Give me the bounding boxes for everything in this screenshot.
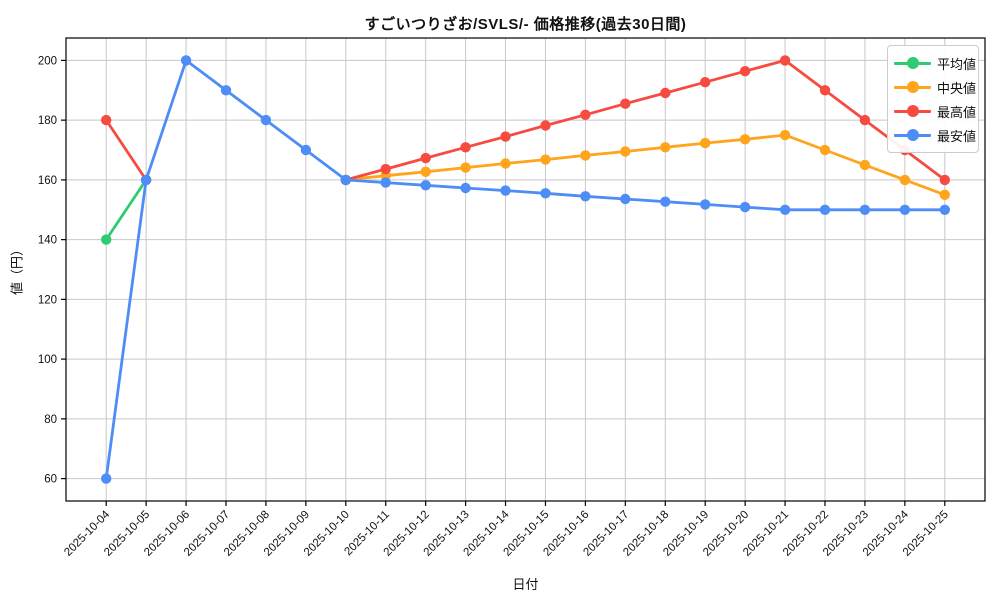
- series-point-highest: [859, 114, 871, 126]
- series-point-highest: [739, 66, 751, 77]
- series-point-lowest: [620, 193, 631, 205]
- series-point-lowest: [380, 177, 391, 188]
- y-tick-label: 160: [38, 175, 57, 187]
- legend-label-lowest: 最安値: [937, 128, 977, 144]
- series-point-median: [460, 162, 471, 173]
- series-point-lowest: [899, 204, 911, 215]
- series-point-lowest: [700, 199, 711, 210]
- series-point-median: [540, 154, 551, 165]
- series-point-lowest: [460, 182, 471, 194]
- legend-item-lowest: 最安値: [894, 123, 976, 147]
- series-point-lowest: [500, 185, 511, 196]
- x-axis-label: 日付: [512, 577, 539, 592]
- chart-title: すごいつりざお/SVLS/- 価格推移(過去30日間): [364, 16, 687, 33]
- series-point-highest: [660, 87, 671, 99]
- legend-label-median: 中央値: [937, 80, 977, 96]
- series-point-lowest: [180, 55, 192, 66]
- series-point-lowest: [260, 114, 272, 126]
- series-point-average: [101, 234, 112, 245]
- series-point-median: [660, 142, 671, 153]
- series-point-median: [859, 159, 871, 171]
- series-point-lowest: [300, 144, 312, 156]
- series-point-highest: [540, 120, 551, 131]
- series-line-average: [104, 178, 148, 241]
- series-point-median: [739, 134, 751, 145]
- series-point-median: [779, 129, 791, 141]
- legend-item-median: 中央値: [894, 75, 976, 99]
- series-point-highest: [380, 163, 391, 175]
- series-point-median: [819, 144, 831, 156]
- series-point-highest: [939, 174, 950, 186]
- series-point-lowest: [540, 188, 551, 199]
- legend-marker-average: [894, 57, 931, 69]
- legend-label-highest: 最高値: [937, 104, 977, 120]
- series-point-highest: [700, 77, 711, 88]
- series-point-lowest: [140, 174, 152, 186]
- y-tick-label: 60: [44, 474, 57, 486]
- legend-label-average: 平均値: [937, 56, 977, 72]
- series-point-highest: [819, 85, 831, 96]
- series-point-median: [580, 150, 591, 161]
- series-point-lowest: [819, 204, 831, 215]
- legend-item-average: 平均値: [894, 51, 976, 75]
- series-point-highest: [101, 114, 112, 126]
- y-tick-label: 180: [38, 115, 57, 127]
- series-point-median: [899, 174, 911, 186]
- y-tick-label: 120: [38, 294, 57, 306]
- series-point-lowest: [779, 204, 791, 215]
- series-point-median: [420, 166, 431, 177]
- series-point-highest: [500, 131, 511, 142]
- series-point-highest: [460, 142, 471, 153]
- legend-marker-lowest: [894, 129, 931, 141]
- series-point-lowest: [420, 180, 431, 191]
- series-point-lowest: [859, 204, 871, 215]
- series-point-median: [620, 146, 631, 157]
- series-point-highest: [580, 109, 591, 121]
- series-point-lowest: [939, 204, 950, 215]
- axes-frame: [65, 37, 986, 502]
- legend-marker-highest: [894, 105, 931, 117]
- series-point-median: [700, 137, 711, 149]
- legend: 平均値中央値最高値最安値: [887, 45, 979, 153]
- y-tick-label: 200: [38, 55, 57, 67]
- series-point-median: [500, 158, 511, 169]
- series-line-lowest: [104, 59, 947, 480]
- series-point-lowest: [220, 85, 232, 96]
- y-tick-label: 100: [38, 354, 57, 366]
- legend-item-highest: 最高値: [894, 99, 976, 123]
- y-axis-label: 値（円）: [9, 242, 25, 296]
- y-tick-label: 80: [44, 414, 57, 426]
- series-point-lowest: [580, 191, 591, 202]
- y-tick-label: 140: [38, 235, 57, 247]
- series-point-median: [939, 189, 950, 200]
- legend-marker-median: [894, 81, 931, 93]
- series-point-highest: [620, 98, 631, 109]
- series-point-lowest: [340, 174, 351, 186]
- series-point-highest: [779, 55, 791, 66]
- series-point-highest: [420, 152, 431, 164]
- series-point-lowest: [739, 201, 751, 213]
- series-point-lowest: [660, 196, 671, 207]
- series-point-lowest: [101, 473, 112, 484]
- series-line-median: [344, 133, 947, 197]
- series-line-highest: [104, 59, 947, 182]
